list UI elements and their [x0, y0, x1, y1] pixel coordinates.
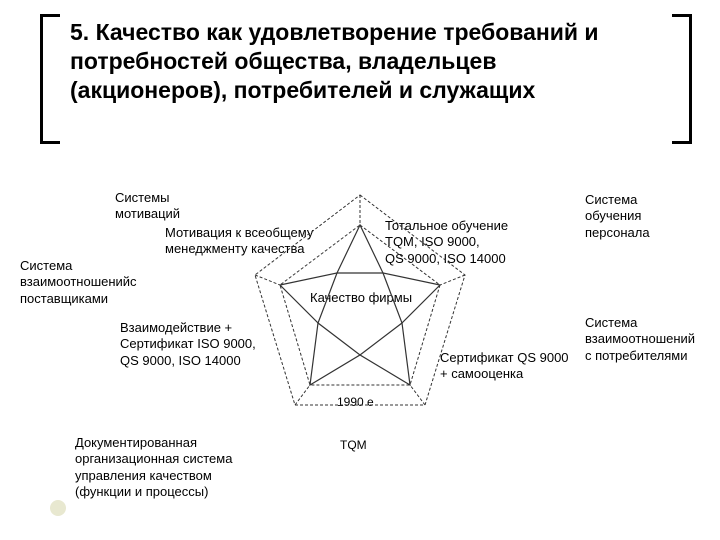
label-right: Системавзаимоотношенийс потребителями	[585, 315, 695, 364]
label-left: Системавзаимоотношенийспоставщиками	[20, 258, 137, 307]
bracket-left	[40, 14, 60, 144]
label-tqm: TQM	[340, 438, 367, 452]
label-bottom-left: Документированнаяорганизационная система…	[75, 435, 232, 500]
title-wrap: 5. Качество как удовлетворение требовани…	[60, 18, 680, 104]
star-diagram	[250, 190, 470, 420]
label-mid-left: Взаимодействие +Сертификат ISO 9000,QS 9…	[120, 320, 256, 369]
page-title: 5. Качество как удовлетворение требовани…	[60, 18, 680, 104]
label-top-right: Системаобученияперсонала	[585, 192, 650, 241]
bullet-icon	[50, 500, 66, 516]
label-top-left: Системымотиваций	[115, 190, 180, 223]
